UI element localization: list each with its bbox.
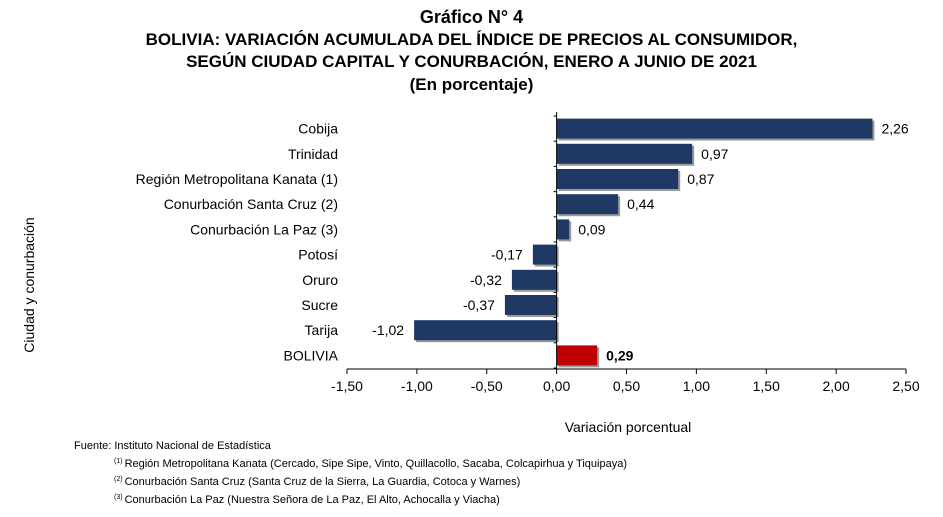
footnote-3: (3) Conurbación La Paz (Nuestra Señora de… (74, 490, 627, 508)
footnote-2-marker: (2) (114, 476, 123, 483)
x-tick-label: 0,50 (613, 378, 640, 394)
category-label-trinidad: Trinidad (288, 146, 338, 162)
category-label-conurbacion-santa-cruz-2: Conurbación Santa Cruz (2) (164, 196, 338, 212)
bar-conurbacion-la-paz-3 (556, 219, 570, 240)
data-label-conurbacion-santa-cruz-2: 0,44 (627, 196, 654, 212)
source-note: Fuente: Instituto Nacional de Estadístic… (74, 440, 271, 452)
data-label-potosi: -0,17 (491, 247, 523, 263)
footnote-2: (2) Conurbación Santa Cruz (Santa Cruz de… (74, 472, 627, 490)
x-tick-label: -1,00 (401, 378, 433, 394)
category-label-bolivia: BOLIVIA (284, 347, 339, 363)
data-label-sucre: -0,37 (463, 297, 495, 313)
data-label-oruro: -0,32 (470, 272, 502, 288)
bar-sucre (504, 295, 557, 315)
footnote-1: (1) Región Metropolitana Kanata (Cercado,… (74, 454, 627, 472)
bar-bolivia (556, 345, 598, 366)
category-label-oruro: Oruro (302, 272, 338, 288)
x-tick-label: -1,50 (331, 378, 363, 394)
data-label-bolivia: 0,29 (606, 347, 633, 363)
chart-footer: Fuente: Instituto Nacional de Estadístic… (74, 439, 627, 508)
data-label-tarija: -1,02 (372, 322, 404, 338)
data-label-region-metropolitana-kanata-1: 0,87 (687, 171, 714, 187)
footnote-1-marker: (1) (114, 458, 123, 465)
chart-title-line-2: SEGÚN CIUDAD CAPITAL Y CONURBACIÓN, ENER… (186, 52, 757, 71)
footnote-2-text: Conurbación Santa Cruz (Santa Cruz de la… (124, 476, 521, 488)
x-tick-label: 2,50 (892, 378, 919, 394)
bar-potosi (532, 244, 557, 265)
x-tick-label: 1,50 (753, 378, 780, 394)
bar-trinidad (556, 143, 693, 164)
category-label-sucre: Sucre (301, 297, 338, 313)
footnote-3-marker: (3) (114, 494, 123, 501)
data-label-trinidad: 0,97 (701, 146, 728, 162)
bar-oruro (511, 269, 557, 290)
x-tick-label: 0,00 (543, 378, 570, 394)
x-tick-label: 1,00 (683, 378, 710, 394)
footnote-3-text: Conurbación La Paz (Nuestra Señora de La… (124, 494, 500, 506)
bar-tarija (414, 320, 557, 341)
x-axis: -1,50 -1,00 -0,50 0,00 0,50 1,00 1,50 2,00 2,50 (331, 112, 920, 394)
category-label-conurbacion-la-paz-3: Conurbación La Paz (3) (190, 221, 338, 237)
category-label-potosi: Potosí (298, 247, 338, 263)
data-label-cobija: 2,26 (881, 121, 908, 137)
chart-subtitle: (En porcentaje) (409, 74, 534, 94)
footnote-1-text: Región Metropolitana Kanata (Cercado, Si… (124, 458, 627, 470)
bar-cobija (556, 118, 873, 139)
x-tick-label: 2,00 (823, 378, 850, 394)
x-axis-title: Variación porcentual (565, 419, 692, 435)
bar-conurbacion-santa-cruz-2 (556, 194, 619, 215)
category-label-cobija: Cobija (298, 121, 338, 137)
category-label-tarija: Tarija (305, 322, 339, 338)
category-labels: Cobija Trinidad Región Metropolitana Kanat… (136, 121, 339, 364)
category-label-region-metropolitana-kanata-1: Región Metropolitana Kanata (1) (136, 171, 338, 187)
y-axis-title: Ciudad y conurbación (21, 217, 37, 352)
data-labels: 2,26 0,97 0,87 0,44 0,09 -0,17 -0,32 -0,37 -1,02… (372, 121, 909, 364)
bar-region-metropolitana-kanata-1 (556, 169, 679, 189)
bars-group (414, 118, 875, 368)
chart-title-line-1: BOLIVIA: VARIACIÓN ACUMULADA DEL ÍNDICE … (145, 29, 798, 49)
chart-title-block: Gráfico N° 4 BOLIVIA: VARIACIÓN ACUMULAD… (0, 6, 943, 96)
chart-title-number: Gráfico N° 4 (419, 7, 524, 27)
x-tick-label: -0,50 (471, 378, 503, 394)
data-label-conurbacion-la-paz-3: 0,09 (578, 221, 605, 237)
